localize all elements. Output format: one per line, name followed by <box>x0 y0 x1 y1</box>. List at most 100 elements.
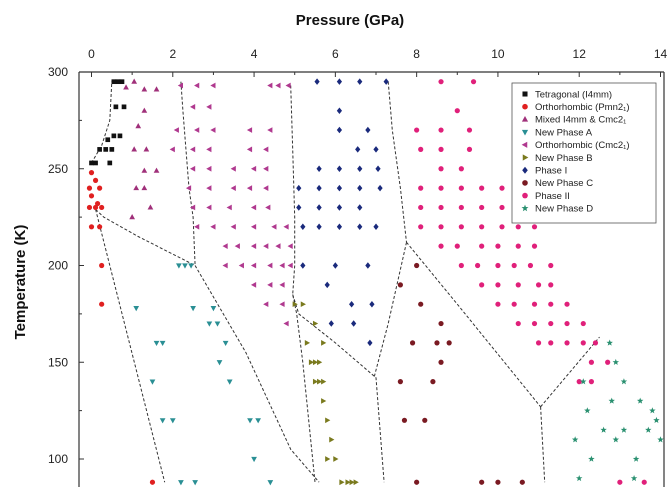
data-point <box>548 282 554 288</box>
data-point <box>250 262 257 269</box>
data-point <box>418 204 424 211</box>
legend-label: New Phase D <box>535 204 593 215</box>
data-point <box>608 397 615 404</box>
data-point <box>321 398 327 404</box>
data-point <box>321 378 327 385</box>
data-point <box>438 320 444 327</box>
data-point <box>458 185 464 191</box>
legend-marker <box>521 141 528 148</box>
data-point <box>251 456 257 463</box>
data-point <box>287 243 293 250</box>
data-point <box>329 436 335 443</box>
data-point <box>588 455 595 462</box>
data-point <box>312 359 319 366</box>
data-point <box>564 340 570 346</box>
data-point <box>418 301 424 307</box>
data-point <box>336 165 343 172</box>
data-point <box>97 224 103 230</box>
data-point <box>177 82 183 89</box>
data-point <box>422 417 428 423</box>
y-tick-label: 150 <box>48 355 68 369</box>
data-point <box>641 479 647 485</box>
data-point <box>418 224 424 230</box>
data-point <box>250 223 257 230</box>
data-point <box>397 282 403 288</box>
data-point <box>458 224 464 230</box>
data-point <box>495 301 501 307</box>
data-point <box>214 321 221 327</box>
data-point <box>265 204 271 211</box>
x-tick-label: 14 <box>654 47 668 61</box>
data-point <box>279 281 285 288</box>
data-point <box>247 418 253 424</box>
data-point <box>357 204 363 211</box>
data-point <box>535 282 542 288</box>
data-point <box>129 214 136 220</box>
phase-boundary-line-8 <box>387 81 407 243</box>
data-point <box>531 243 538 249</box>
data-point <box>94 200 101 207</box>
legend-marker <box>522 180 528 186</box>
data-point <box>632 455 640 462</box>
legend-label: New Phase A <box>535 127 593 138</box>
data-point <box>206 204 212 211</box>
data-point <box>222 243 228 250</box>
data-point <box>250 243 257 250</box>
data-point <box>210 305 217 312</box>
data-point <box>321 340 327 346</box>
data-point <box>210 127 216 133</box>
data-point <box>267 480 274 486</box>
phase-boundary-line-9 <box>373 242 407 378</box>
data-point <box>189 103 196 110</box>
data-point <box>351 320 357 327</box>
data-point <box>531 301 538 307</box>
data-point <box>548 340 554 346</box>
data-point <box>279 301 285 308</box>
data-point <box>285 82 291 89</box>
data-point <box>373 223 379 231</box>
data-point <box>194 127 200 133</box>
data-point <box>605 359 611 365</box>
data-point <box>531 224 538 230</box>
data-point <box>438 127 444 133</box>
data-point <box>226 204 232 211</box>
data-point <box>230 223 236 230</box>
data-point <box>173 127 179 133</box>
data-point <box>296 184 302 192</box>
data-point <box>438 243 444 249</box>
data-point <box>153 86 160 92</box>
data-point <box>418 146 424 152</box>
legend-marker <box>521 116 529 122</box>
data-point <box>349 300 355 308</box>
data-point <box>438 166 444 172</box>
data-point <box>580 320 586 327</box>
data-point <box>336 107 343 114</box>
data-point <box>92 204 99 211</box>
data-point <box>409 340 416 346</box>
data-point <box>246 185 253 191</box>
data-point <box>121 104 127 110</box>
data-point <box>333 456 339 462</box>
data-point <box>194 223 200 230</box>
data-point <box>176 263 182 269</box>
data-point <box>576 379 582 385</box>
phase-boundary-line-5 <box>194 265 320 483</box>
data-point <box>438 79 444 85</box>
phase-boundary-line-10 <box>406 241 541 408</box>
data-point <box>192 480 198 486</box>
phase-boundary-line-1 <box>91 81 113 164</box>
data-point <box>479 479 485 485</box>
legend-item: New Phase C <box>522 178 593 189</box>
phase-boundaries <box>91 81 600 483</box>
data-point <box>535 340 542 346</box>
data-point <box>317 378 323 385</box>
x-tick-label: 4 <box>251 47 258 61</box>
data-point <box>115 79 121 85</box>
data-point <box>495 479 501 485</box>
data-point <box>206 185 212 191</box>
y-axis-title: Temperature (K) <box>12 225 29 340</box>
series-5 <box>169 82 293 327</box>
data-point <box>109 147 115 152</box>
data-point <box>88 224 95 230</box>
data-point <box>246 127 253 133</box>
